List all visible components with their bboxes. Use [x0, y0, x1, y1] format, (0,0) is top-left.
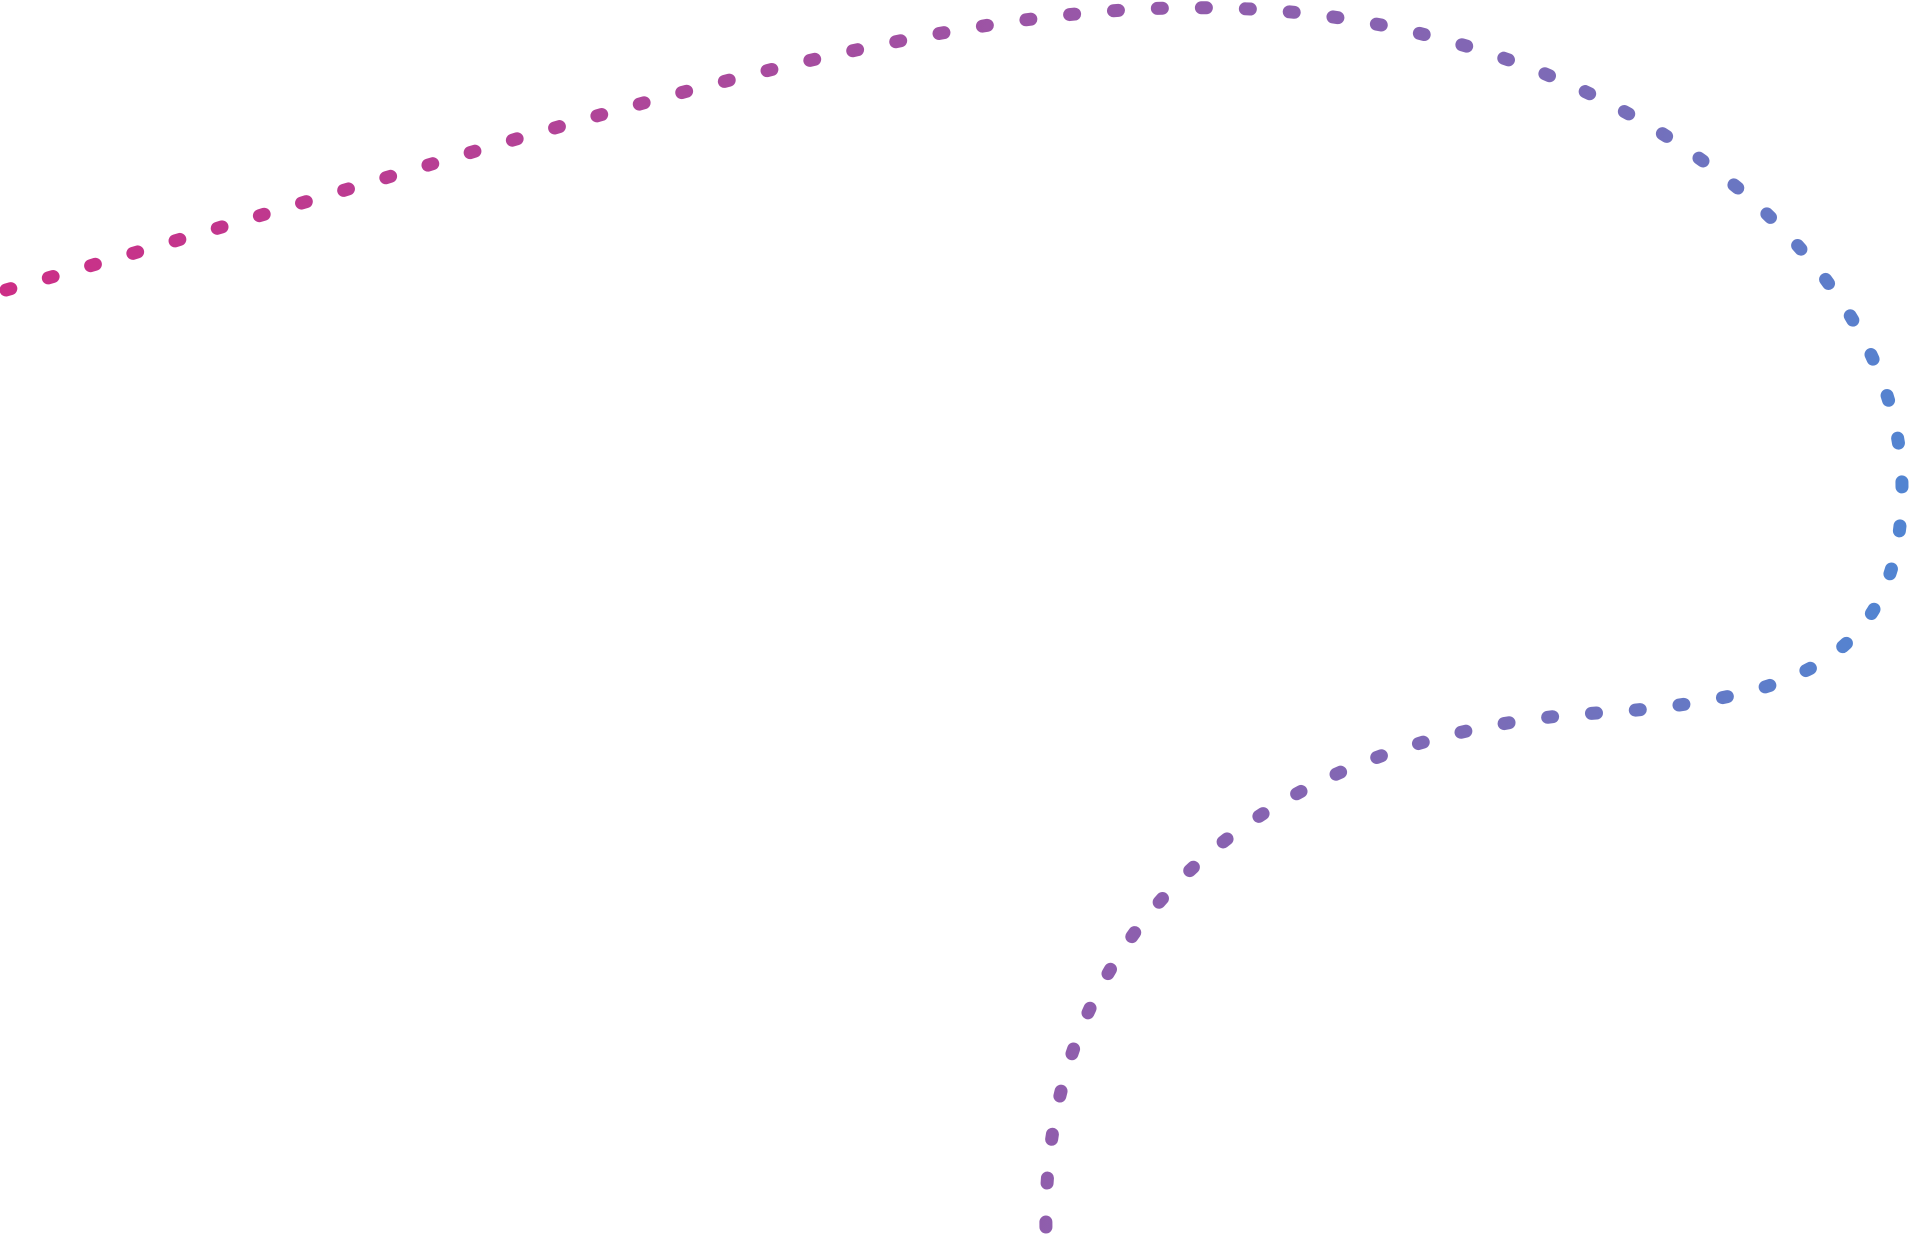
dotted-curve — [0, 1, 1909, 1238]
page-body — [0, 1, 1909, 1238]
page: Dotted curve {} html, body { margin: 0; … — [0, 1, 1909, 1238]
canvas — [0, 1, 1909, 1238]
